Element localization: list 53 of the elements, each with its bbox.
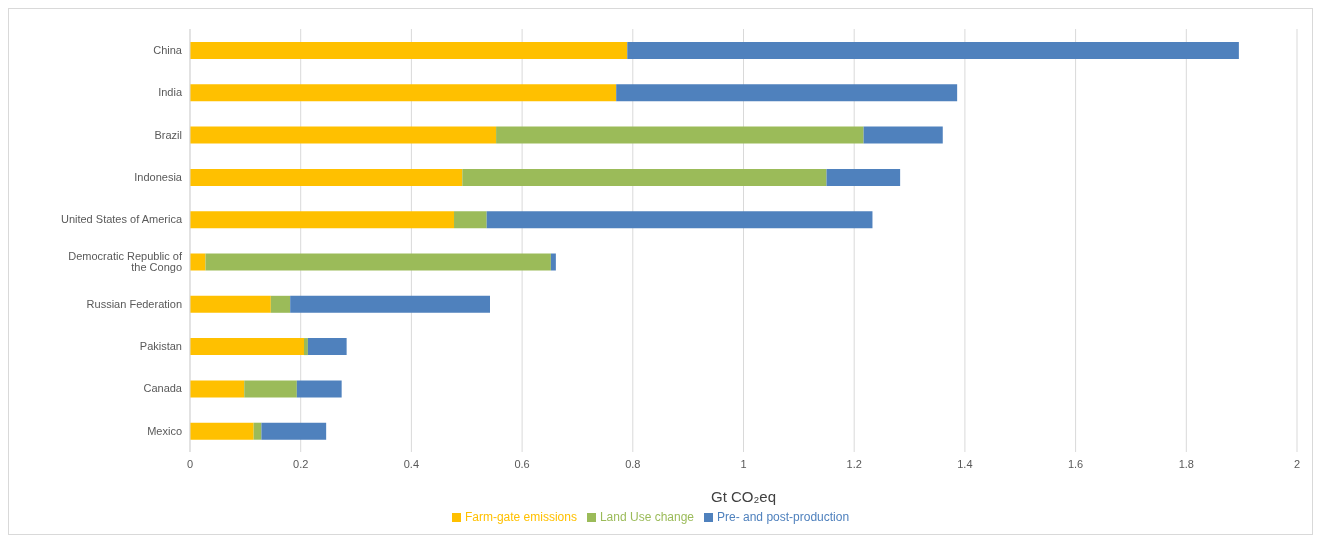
bar [863,126,943,144]
y-tick-label: Pakistan [139,340,182,353]
bar [616,84,958,102]
bar [190,422,254,440]
bar [826,168,901,186]
bar [244,380,297,398]
bar [190,168,463,186]
y-tick-label: Indonesia [134,170,183,183]
legend-label: Pre- and post-production [717,510,850,524]
bar [190,338,305,356]
y-tick-label: Mexico [147,424,182,437]
bar [253,422,262,440]
x-tick-label: 0 [186,457,194,470]
bar [190,126,497,144]
y-tick-label: Brazil [154,128,182,141]
bar [190,211,455,229]
bar [190,295,271,313]
bar [304,338,308,356]
x-tick-label: 1.8 [1178,457,1194,470]
x-tick-label: 1 [740,457,747,470]
x-tick-label: 1.4 [957,457,973,470]
bar [550,253,556,271]
y-tick-label: Russian Federation [86,297,182,310]
bar [190,253,206,271]
bar [462,168,827,186]
bar [296,380,342,398]
y-tick-label: Canada [143,382,183,395]
bar [290,295,490,313]
y-tick-label: Democratic Republic of the Congo [68,250,183,274]
bar [307,338,347,356]
y-tick-label: United States of America [60,213,183,226]
bar [270,295,291,313]
x-axis-title: Gt CO₂eq [710,488,777,505]
y-tick-label: China [153,44,183,57]
bar [205,253,551,271]
bar [486,211,873,229]
x-tick-label: 2 [1293,457,1301,470]
x-tick-label: 0.8 [625,457,641,470]
y-tick-label: India [158,86,183,99]
x-tick-label: 0.2 [293,457,309,470]
bar [190,42,628,59]
bar [190,84,617,102]
bar [496,126,864,144]
x-tick-label: 0.4 [403,457,420,470]
x-tick-label: 0.6 [514,457,530,470]
bar [627,42,1239,59]
x-tick-label: 1.2 [846,457,862,470]
legend-label: Farm-gate emissions [464,510,577,524]
bar [454,211,487,229]
bar [261,422,327,440]
x-tick-label: 1.6 [1067,457,1084,470]
bar [190,380,245,398]
legend-label: Land Use change [599,510,695,524]
